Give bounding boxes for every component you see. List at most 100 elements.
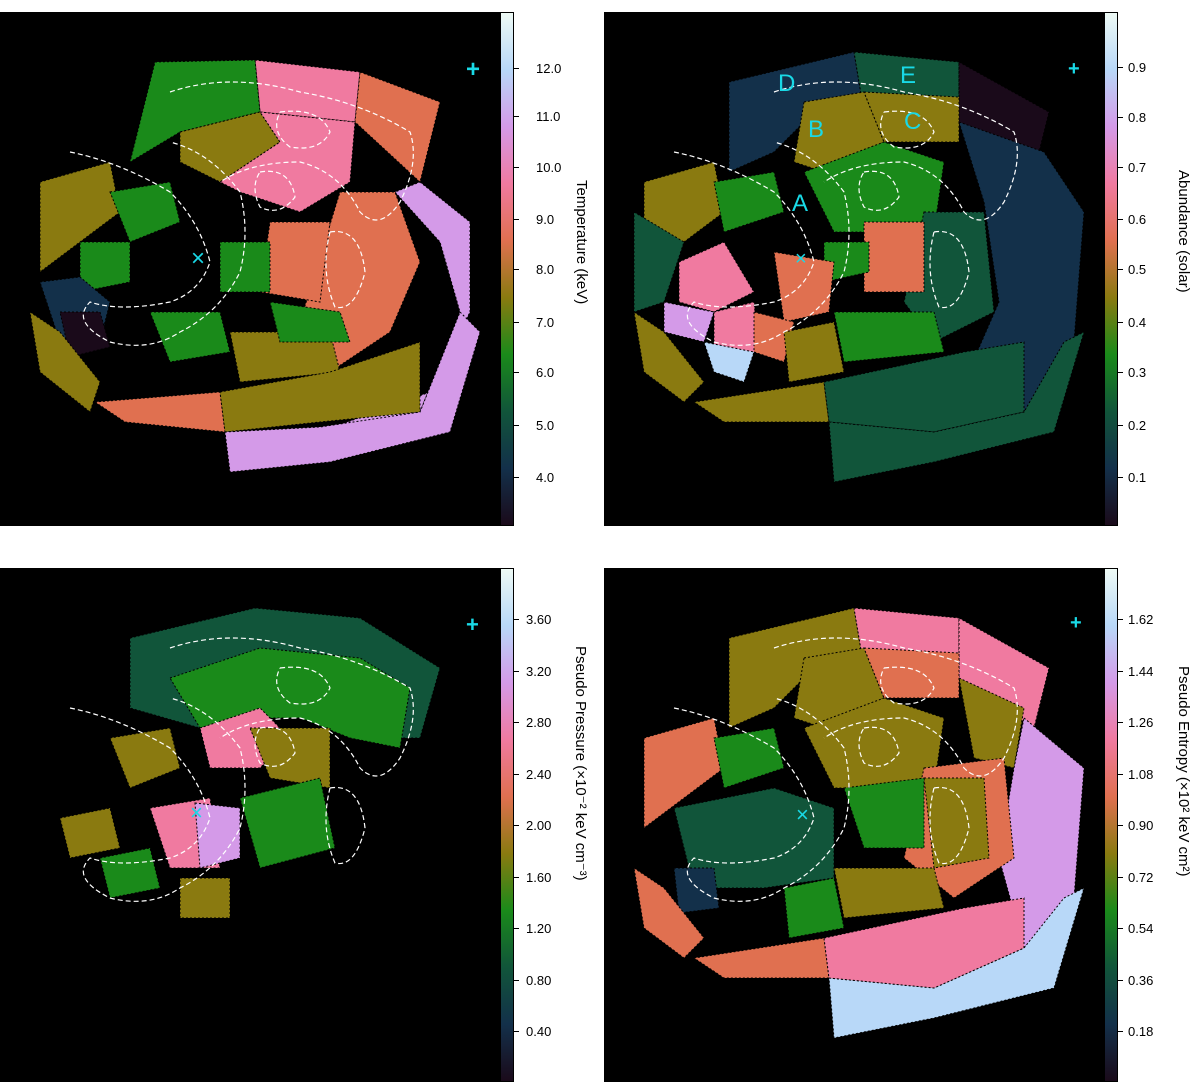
- colorbar-tick: 2.00: [526, 818, 552, 833]
- temperature-map: + ×: [0, 12, 500, 526]
- reference-plus-marker: +: [1070, 612, 1082, 634]
- region-tile: [663, 301, 715, 343]
- region-tile: [643, 717, 725, 829]
- pressure-colorbar-label: Pseudo Pressure (×10⁻² keV cm⁻³): [572, 646, 589, 881]
- colorbar-tick: 0.3: [1128, 365, 1147, 380]
- region-tile: [254, 59, 361, 123]
- colorbar-tick: 0.40: [526, 1024, 552, 1039]
- region-tile: [29, 310, 101, 413]
- region-tile: [269, 301, 351, 343]
- abundance-colorbar: [1104, 12, 1118, 526]
- colorbar-tick: 0.80: [526, 973, 552, 988]
- colorbar-tick: 3.60: [526, 612, 552, 627]
- abundance-panel: D E B C A + × 0.9 0.8 0.7 0.6 0.5 0.4 0.…: [600, 0, 1200, 546]
- colorbar-tick: 0.72: [1128, 870, 1154, 885]
- colorbar-tick: 1.26: [1128, 715, 1154, 730]
- region-tile: [169, 647, 411, 749]
- contour-lines: [69, 637, 414, 902]
- colorbar-tick: 0.6: [1128, 212, 1147, 227]
- region-tile: [99, 847, 161, 899]
- center-cross-marker: ×: [795, 248, 807, 270]
- region-label-d: D: [778, 70, 796, 97]
- abundance-regions: [633, 51, 1085, 483]
- pressure-colorbar: [500, 568, 514, 1082]
- colorbar-tick: 12.0: [536, 61, 562, 76]
- colorbar-tick: 0.1: [1128, 470, 1147, 485]
- region-tile: [823, 341, 1025, 433]
- pressure-panel: + × 3.60 3.20 2.80 2.40 2.00 1.60 1.20 0…: [0, 556, 600, 1092]
- region-tile: [773, 251, 835, 323]
- region-tile: [692, 381, 830, 423]
- region-tile: [79, 241, 131, 293]
- region-tile: [833, 311, 945, 363]
- entropy-map: + ×: [604, 568, 1104, 1082]
- region-tile: [224, 311, 481, 473]
- region-tile: [703, 341, 755, 383]
- region-tile: [319, 181, 471, 433]
- region-tile: [194, 802, 241, 869]
- region-tile: [109, 727, 181, 789]
- pressure-map: + ×: [0, 568, 500, 1082]
- region-tile: [828, 331, 1085, 483]
- region-tile: [354, 71, 441, 183]
- region-tile: [823, 897, 1025, 989]
- colorbar-tick: 1.60: [526, 870, 552, 885]
- colorbar-tick: 5.0: [536, 418, 555, 433]
- region-tile: [149, 311, 231, 363]
- region-tile: [713, 171, 785, 233]
- region-tile: [783, 321, 845, 383]
- region-tile: [863, 647, 960, 699]
- reference-plus-marker: +: [466, 612, 479, 637]
- colorbar-tick: 7.0: [536, 315, 555, 330]
- entropy-regions: [633, 607, 1085, 1039]
- region-tile: [803, 697, 945, 789]
- temperature-colorbar-label: Temperature (keV): [573, 180, 590, 305]
- colorbar-tick: 0.36: [1128, 973, 1154, 988]
- colorbar-tick: 2.40: [526, 767, 552, 782]
- region-tile: [219, 241, 271, 293]
- region-tile: [633, 866, 705, 959]
- colorbar-tick: 4.0: [536, 470, 555, 485]
- abundance-colorbar-label: Abundance (solar): [1175, 170, 1192, 293]
- region-tile: [843, 777, 925, 849]
- colorbar-tick: 1.62: [1128, 612, 1154, 627]
- colorbar-tick: 1.20: [526, 921, 552, 936]
- region-tile: [692, 937, 830, 979]
- region-tile: [109, 181, 181, 243]
- region-tile: [713, 727, 785, 789]
- reference-plus-marker: +: [1068, 58, 1080, 80]
- entropy-colorbar-label: Pseudo Entropy (×10² keV cm²): [1175, 666, 1192, 877]
- reference-plus-marker: +: [466, 56, 481, 83]
- colorbar-tick: 0.54: [1128, 921, 1154, 936]
- temperature-regions: [29, 59, 481, 473]
- colorbar-tick: 0.9: [1128, 60, 1147, 75]
- region-label-c: C: [904, 108, 922, 135]
- region-borders: [29, 717, 441, 1028]
- contour-lines: [673, 637, 1018, 902]
- colorbar-tick: 1.44: [1128, 664, 1154, 679]
- colorbar-tick: 0.5: [1128, 262, 1147, 277]
- entropy-colorbar: [1104, 568, 1118, 1082]
- center-cross-marker: ×: [190, 800, 203, 825]
- contour-lines: [673, 81, 1018, 346]
- region-tile: [713, 301, 760, 358]
- region-tile: [828, 887, 1085, 1039]
- region-tile: [179, 877, 231, 919]
- region-tile: [39, 161, 121, 273]
- center-cross-marker: ×: [191, 245, 206, 272]
- region-tile: [633, 310, 705, 403]
- pressure-regions: [29, 607, 441, 1028]
- region-tile: [783, 877, 845, 939]
- temperature-panel: + × 12.0 11.0 10.0 9.0 8.0 7.0 6.0 5.0 4…: [0, 0, 600, 546]
- region-tile: [673, 787, 835, 889]
- region-tile: [923, 777, 990, 869]
- region-tile: [93, 391, 226, 433]
- center-cross-marker: ×: [796, 802, 809, 827]
- colorbar-tick: 0.7: [1128, 160, 1147, 175]
- entropy-panel: + × 1.62 1.44 1.26 1.08 0.90 0.72 0.54 0…: [600, 556, 1200, 1092]
- region-label-a: A: [792, 190, 809, 217]
- region-tile: [863, 221, 925, 293]
- colorbar-tick: 9.0: [536, 212, 555, 227]
- region-label-e: E: [900, 62, 917, 89]
- region-label-b: B: [808, 116, 825, 143]
